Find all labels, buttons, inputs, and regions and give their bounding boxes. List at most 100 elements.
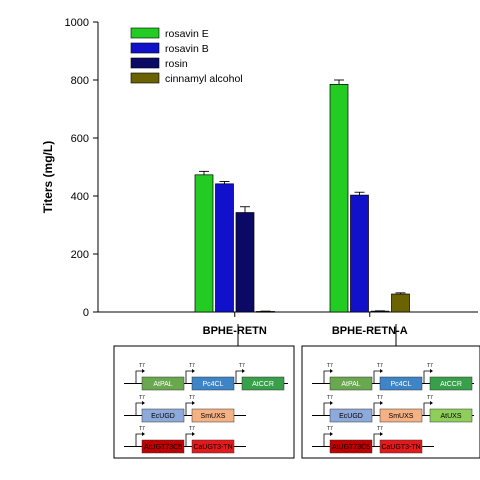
promoter-arrow [373, 370, 381, 384]
promoter-arrowhead [430, 369, 433, 373]
promoter-label: T7 [427, 363, 433, 369]
legend-swatch [130, 57, 160, 69]
promoter-arrow [185, 433, 193, 447]
promoter-arrowhead [242, 369, 245, 373]
promoter-arrow [323, 370, 331, 384]
construct-box [301, 345, 480, 459]
gene-box [241, 376, 285, 391]
legend-entry: rosavin E [165, 28, 209, 40]
promoter-arrowhead [380, 369, 383, 373]
bar [391, 293, 410, 313]
gene-label: AtUXS [440, 413, 461, 420]
promoter-arrow [423, 370, 431, 384]
gene-box [379, 439, 423, 454]
gene-label: Pc4CL [202, 381, 223, 388]
gene-box [329, 439, 373, 454]
promoter-arrowhead [380, 432, 383, 436]
gene-label: CaUGT3-TN [381, 444, 420, 451]
y-tick-label: 600 [71, 133, 89, 145]
promoter-arrow [135, 370, 143, 384]
promoter-arrowhead [142, 369, 145, 373]
promoter-label: T7 [377, 363, 383, 369]
promoter-label: T7 [427, 395, 433, 401]
promoter-label: T7 [189, 426, 195, 432]
promoter-label: T7 [239, 363, 245, 369]
gene-box [429, 408, 473, 423]
promoter-arrowhead [330, 432, 333, 436]
gene-label: CaUGT3-TN [193, 444, 232, 451]
gene-box [329, 408, 373, 423]
promoter-arrow [323, 433, 331, 447]
legend-entry: rosin [165, 58, 188, 70]
promoter-arrow [323, 402, 331, 416]
promoter-label: T7 [377, 395, 383, 401]
gene-label: AtCCR [440, 381, 462, 388]
category-label: BPHE-RETN [203, 325, 267, 337]
gene-box [141, 376, 185, 391]
promoter-arrow [235, 370, 243, 384]
bar [194, 174, 214, 313]
gene-box [141, 408, 185, 423]
gene-box [191, 439, 235, 454]
y-tick-label: 0 [83, 307, 89, 319]
legend: rosavin E rosavin B rosin cinnamyl alcohol [130, 27, 243, 85]
legend-entry: rosavin B [165, 43, 209, 55]
bars [194, 79, 410, 313]
construct-box [113, 345, 295, 459]
promoter-label: T7 [189, 363, 195, 369]
promoter-arrow [373, 402, 381, 416]
category-label: BPHE-RETN-A [332, 325, 408, 337]
y-tick-label: 1000 [65, 17, 89, 29]
bar [329, 83, 349, 313]
promoter-arrow [135, 402, 143, 416]
promoter-label: T7 [327, 395, 333, 401]
bar [215, 183, 234, 313]
gene-box [379, 408, 423, 423]
gene-box [191, 376, 235, 391]
gene-label: SmUXS [201, 413, 226, 420]
promoter-arrow [185, 402, 193, 416]
promoter-label: T7 [327, 363, 333, 369]
promoter-label: T7 [139, 363, 145, 369]
gene-label: AtUGT73C5 [144, 444, 182, 451]
legend-swatch [130, 27, 160, 39]
gene-label: AtPAL [341, 381, 360, 388]
promoter-arrowhead [380, 401, 383, 405]
axes: 0 200 400 600 800 1000 Titers (mg/L) BPHE-RETN B… [41, 17, 478, 337]
promoter-arrowhead [192, 369, 195, 373]
y-axis-label: Titers (mg/L) [41, 141, 55, 213]
bar [235, 212, 255, 313]
promoter-label: T7 [327, 426, 333, 432]
promoter-arrow [373, 433, 381, 447]
gene-box [191, 408, 235, 423]
legend-swatch [130, 42, 160, 54]
gene-label: EcUGD [339, 413, 363, 420]
gene-label: SmUXS [389, 413, 414, 420]
legend-entry: cinnamyl alcohol [165, 73, 243, 85]
gene-label: AtUGT73C5 [332, 444, 370, 451]
promoter-arrow [185, 370, 193, 384]
promoter-arrowhead [192, 432, 195, 436]
gene-box [329, 376, 373, 391]
gene-label: AtCCR [252, 381, 274, 388]
promoter-arrowhead [330, 401, 333, 405]
gene-box [379, 376, 423, 391]
promoter-arrowhead [430, 401, 433, 405]
y-tick-label: 200 [71, 249, 89, 261]
gene-box [429, 376, 473, 391]
promoter-label: T7 [139, 426, 145, 432]
promoter-label: T7 [189, 395, 195, 401]
constructs: T7 AtPAL T7 Pc4CL T7 AtCCR T7 EcUGD T7 SmUXS T7 AtU… [113, 324, 480, 459]
gene-label: Pc4CL [390, 381, 411, 388]
legend-swatch [130, 72, 160, 84]
promoter-label: T7 [139, 395, 145, 401]
gene-box [141, 439, 185, 454]
y-tick-label: 400 [71, 191, 89, 203]
promoter-arrowhead [330, 369, 333, 373]
y-tick-label: 800 [71, 75, 89, 87]
bar [350, 194, 369, 313]
promoter-arrow [423, 402, 431, 416]
promoter-label: T7 [377, 426, 383, 432]
gene-label: EcUGD [151, 413, 175, 420]
